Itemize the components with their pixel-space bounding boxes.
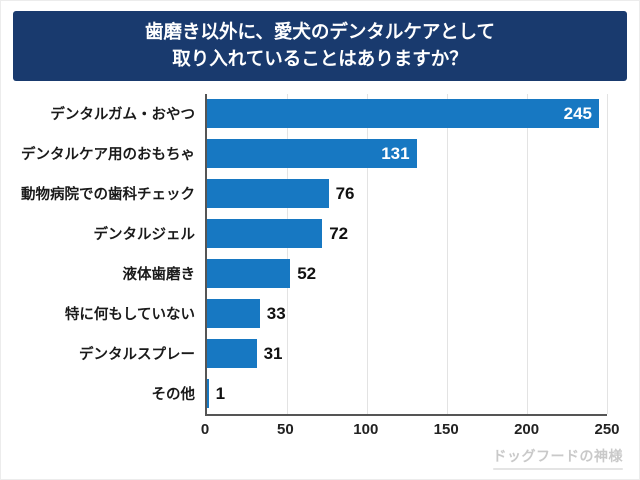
- category-label: デンタルガム・おやつ: [50, 107, 195, 124]
- bar-chart: デンタルガム・おやつデンタルケア用のおもちゃ 動物病院での歯科チェックデンタルジェ…: [1, 93, 639, 416]
- value-label: 76: [335, 183, 355, 203]
- bar: [207, 299, 260, 329]
- watermark-logo: ドッグフードの神様: [492, 446, 623, 470]
- plot-area: 245 131 76 72 52 33 31 1: [205, 93, 608, 416]
- value-label: 245: [563, 103, 592, 123]
- bar-row: 131: [207, 134, 607, 174]
- x-axis: 0 50 100 150 200 250: [201, 416, 620, 442]
- x-tick-label: 150: [433, 420, 459, 438]
- x-tick-label: 50: [277, 420, 294, 438]
- category-label: 特に何もしていない: [64, 307, 195, 324]
- bar-row: 245: [207, 94, 607, 134]
- category-label: デンタルスプレー: [79, 347, 195, 364]
- watermark-underline: [492, 468, 623, 470]
- gridline: [447, 93, 448, 414]
- value-label: 52: [297, 263, 317, 283]
- bar: 245: [207, 99, 599, 129]
- value-label: 131: [381, 143, 410, 163]
- gridline: [527, 93, 528, 414]
- category-labels-column: デンタルガム・おやつデンタルケア用のおもちゃ 動物病院での歯科チェックデンタルジェ…: [1, 94, 205, 416]
- gridline: [287, 93, 288, 414]
- bar-row: 1: [207, 374, 607, 414]
- title-line-2: 取り入れていることはありますか？: [172, 47, 468, 69]
- bar-row: 52: [207, 254, 607, 294]
- value-label: 72: [329, 223, 349, 243]
- chart-title-banner: 歯磨き以外に、愛犬のデンタルケアとして 取り入れていることはありますか？: [13, 11, 627, 81]
- gridline: [367, 93, 368, 414]
- bar-row: 33: [207, 294, 607, 334]
- x-tick-label: 100: [353, 420, 379, 438]
- gridline: [607, 93, 608, 414]
- bar-row: 76: [207, 174, 607, 214]
- value-label: 31: [263, 343, 283, 363]
- value-label: 33: [266, 303, 286, 323]
- bar: [207, 339, 257, 369]
- category-label: 動物病院での歯科チェック: [21, 187, 195, 204]
- watermark-text: ドッグフードの神様: [492, 448, 623, 464]
- bar: 131: [207, 139, 417, 169]
- category-label: デンタルケア用のおもちゃ: [21, 147, 195, 164]
- bar-row: 72: [207, 214, 607, 254]
- x-tick-label: 200: [514, 420, 540, 438]
- bar: [207, 259, 291, 289]
- value-label: 1: [215, 383, 226, 403]
- x-tick-label: 0: [200, 420, 210, 438]
- category-label: デンタルジェル: [93, 227, 196, 244]
- bar: [207, 219, 323, 249]
- title-line-1: 歯磨き以外に、愛犬のデンタルケアとして: [144, 21, 496, 42]
- category-label: その他: [151, 387, 196, 404]
- x-tick-label: 250: [594, 420, 620, 438]
- bar-row: 31: [207, 334, 607, 374]
- bar: [207, 179, 329, 209]
- bar: [207, 379, 209, 409]
- category-label: 液体歯磨き: [122, 267, 196, 284]
